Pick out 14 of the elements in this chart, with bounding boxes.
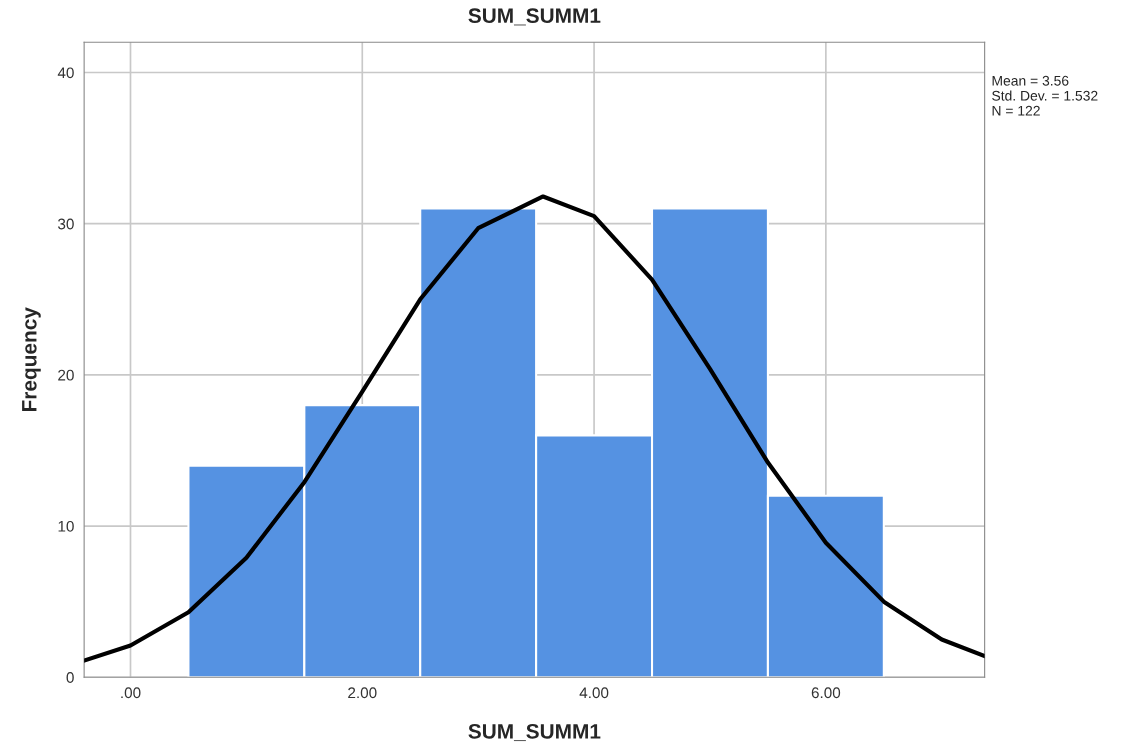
x-tick-label: .00	[121, 687, 141, 699]
text: Mean = 3.56 Std. Dev. = 1.532 N = 122	[992, 75, 1098, 116]
y-axis-title: Frequency	[22, 307, 41, 412]
x-tick-label: 6.00	[811, 687, 841, 699]
y-tick-label: 0	[66, 672, 74, 683]
y-tick-label: 30	[58, 218, 74, 230]
y-tick-label: 10	[58, 520, 74, 532]
x-tick-label: 2.00	[348, 687, 377, 699]
x-tick-label: 4.00	[579, 687, 609, 699]
y-tick-label: 40	[57, 67, 74, 79]
x-axis-title: SUM_SUMM1	[468, 723, 601, 742]
line-series	[84, 194, 985, 663]
chart-title: SUM_SUMM1	[468, 8, 601, 26]
y-tick-label: 20	[58, 369, 74, 381]
